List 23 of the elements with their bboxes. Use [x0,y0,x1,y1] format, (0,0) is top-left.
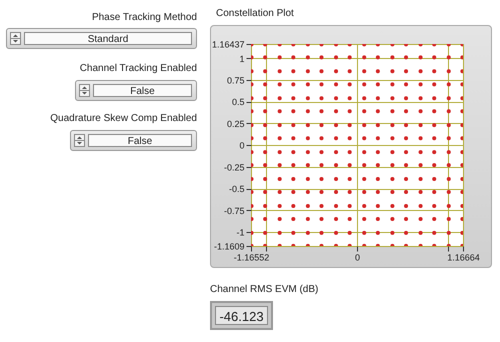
y-tick-label: -0.5 [228,184,244,194]
y-tick-label: -0.25 [224,162,244,172]
x-tick-label: -1.16552 [234,252,270,262]
y-tick-label: 0.25 [226,118,244,129]
y-tick-label: 0 [239,140,244,151]
y-tick-label: 1 [239,54,244,64]
text: -46.123 [215,306,268,325]
y-tick-label: -0.75 [224,206,244,216]
text: False [88,134,192,147]
y-tick-label: -1 [236,228,244,238]
y-tick-label: 1.16437 [212,40,244,50]
y-tick-label: -1.1609 [214,242,244,252]
x-tick-label: 1.16664 [447,252,480,262]
text: Phase Tracking Method [92,12,197,23]
text: Standard [24,32,192,45]
text: Channel RMS EVM (dB) [210,284,318,295]
text: Channel Tracking Enabled [80,63,197,74]
y-tick-label: 0.5 [232,97,244,108]
chart-title: Constellation Plot [216,8,294,19]
x-tick-label: 0 [354,252,360,262]
text: Quadrature Skew Comp Enabled [50,113,197,124]
text: False [93,84,192,97]
y-tick-label: 0.75 [226,75,244,86]
